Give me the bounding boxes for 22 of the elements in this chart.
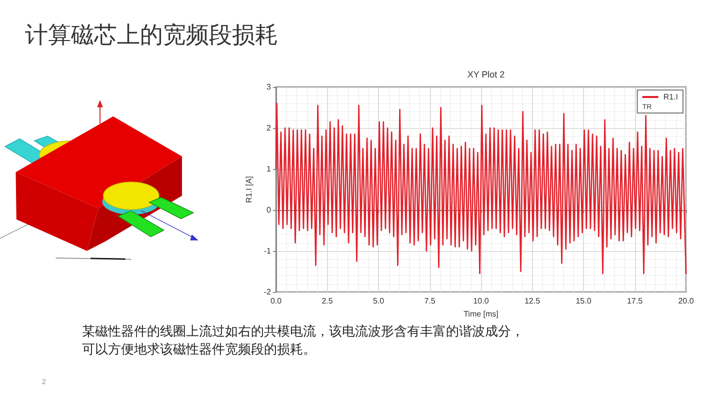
y-tick-label: 3 xyxy=(266,82,272,92)
x-tick-label: 12.5 xyxy=(524,296,541,306)
line-series xyxy=(275,102,687,274)
y-axis-title: R1.I [A] xyxy=(244,176,254,203)
y-tick-label: -1 xyxy=(264,246,272,256)
x-tick-label: 0.0 xyxy=(270,296,282,306)
chart-subtitle: XY Plot 2 xyxy=(467,70,505,80)
x-tick-label: 15.0 xyxy=(576,296,592,306)
x-tick-label: 2.5 xyxy=(322,296,334,306)
y-tick-label: 0 xyxy=(266,206,272,214)
x-tick-label: 7.5 xyxy=(424,296,436,306)
legend-label: R1.I xyxy=(663,92,678,102)
x-tick-label: 10.0 xyxy=(473,296,490,306)
x-tick-label: 17.5 xyxy=(626,296,644,306)
x-axis-title: Time [ms] xyxy=(464,309,498,318)
x-tick-label: 5.0 xyxy=(372,296,385,306)
y-tick-label: 1 xyxy=(266,164,272,174)
chart-title: 计算磁芯上的宽频段损耗 xyxy=(25,22,278,48)
y-tick-label: 2 xyxy=(266,124,272,132)
x-tick-label: 20.0 xyxy=(678,296,694,306)
text: 某磁性器件的线圈上流过如右的共模电流，该电流波形含有丰富的谐波成分，可以方便地求该磁性器件宽频段的损耗。 xyxy=(82,324,524,356)
y-tick-label: -2 xyxy=(264,288,272,296)
